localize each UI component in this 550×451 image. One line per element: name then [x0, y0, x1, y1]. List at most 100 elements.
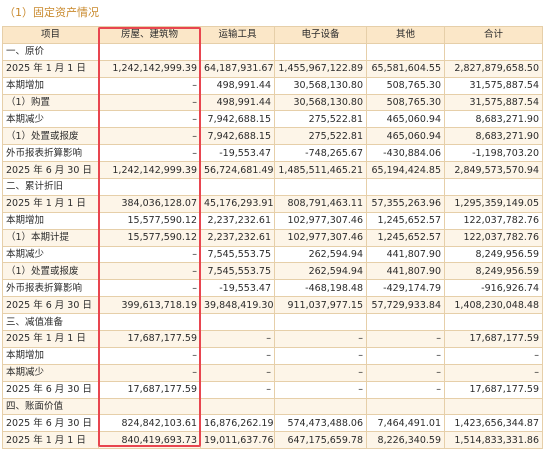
cell-value: 1,455,967,122.89: [274, 59, 367, 78]
cell-value: 57,729,933.84: [366, 296, 445, 315]
table-row: 2025 年 1 月 1 日 840,419,693.73 19,011,637.7…: [2, 431, 543, 450]
row-label: （1）处置或报废: [2, 127, 99, 146]
table-row: 外币报表折算影响 – -19,553.47 -748,265.67 -430,884.0…: [2, 144, 543, 163]
cell-value: 1,295,359,149.05: [444, 194, 543, 213]
cell-value: 8,249,956.59: [444, 245, 543, 264]
cell-value: 1,514,833,331.86: [444, 431, 543, 450]
cell-value: –: [98, 363, 201, 382]
row-label: 本期增加: [2, 76, 99, 95]
cell-value: 17,687,177.59: [98, 380, 201, 399]
cell-value: [274, 397, 367, 416]
cell-value: [200, 313, 275, 332]
table-row: （1）处置或报废 –7,545,553.75 262,594.94 441,807.9…: [2, 262, 543, 281]
cell-value: 102,977,307.46: [274, 211, 367, 230]
cell-value: -19,553.47: [200, 279, 275, 298]
row-label: 三、减值准备: [2, 313, 99, 332]
header-buildings: 房屋、建筑物: [98, 26, 201, 44]
cell-value: [444, 42, 543, 61]
cell-value: 574,473,488.06: [274, 414, 367, 433]
cell-value: 384,036,128.07: [98, 194, 201, 213]
cell-value: 508,765.30: [366, 93, 445, 112]
cell-value: 2,827,879,658.50: [444, 59, 543, 78]
cell-value: 30,568,130.80: [274, 76, 367, 95]
row-label: （1）处置或报废: [2, 262, 99, 281]
cell-value: [98, 178, 201, 196]
cell-value: -429,174.79: [366, 279, 445, 298]
cell-value: –: [274, 346, 367, 365]
cell-value: 7,545,553.75: [200, 245, 275, 264]
cell-value: –: [98, 127, 201, 146]
cell-value: [98, 397, 201, 416]
cell-value: 465,060.94: [366, 110, 445, 129]
cell-value: [444, 397, 543, 416]
cell-value: –: [200, 346, 275, 365]
cell-value: 15,577,590.12: [98, 211, 201, 230]
cell-value: -748,265.67: [274, 144, 367, 163]
cell-value: 31,575,887.54: [444, 93, 543, 112]
cell-value: 1,242,142,999.39: [98, 59, 201, 78]
cell-value: 8,249,956.59: [444, 262, 543, 281]
section-row: 一、原价: [2, 42, 543, 61]
row-label: 本期增加: [2, 346, 99, 365]
cell-value: –: [366, 380, 445, 399]
cell-value: 7,464,491.01: [366, 414, 445, 433]
section-row: 四、账面价值: [2, 397, 543, 416]
cell-value: [274, 178, 367, 196]
fixed-assets-table: 项目 房屋、建筑物 运输工具 电子设备 其他 合计 一、原价 2025 年 1 月…: [2, 26, 543, 450]
table-row: 本期增加 –498,991.44 30,568,130.80 508,765.30 31…: [2, 76, 543, 95]
cell-value: –: [444, 363, 543, 382]
cell-value: 1,408,230,048.48: [444, 296, 543, 315]
row-label: 2025 年 1 月 1 日: [2, 194, 99, 213]
cell-value: 465,060.94: [366, 127, 445, 146]
cell-value: [98, 42, 201, 61]
table-row: （1）购置 –498,991.44 30,568,130.80 508,765.30 3…: [2, 93, 543, 112]
cell-value: –: [98, 93, 201, 112]
cell-value: 498,991.44: [200, 93, 275, 112]
cell-value: 122,037,782.76: [444, 211, 543, 230]
table-body: 一、原价 2025 年 1 月 1 日 1,242,142,999.39 64,187…: [2, 42, 543, 450]
cell-value: –: [366, 363, 445, 382]
row-label: 本期减少: [2, 245, 99, 264]
cell-value: 7,942,688.15: [200, 127, 275, 146]
table-row: 本期增加 15,577,590.12 2,237,232.61 102,977,307…: [2, 211, 543, 230]
cell-value: 275,522.81: [274, 110, 367, 129]
cell-value: 15,577,590.12: [98, 228, 201, 247]
cell-value: 275,522.81: [274, 127, 367, 146]
row-label: 本期增加: [2, 211, 99, 230]
cell-value: 39,848,419.30: [200, 296, 275, 315]
cell-value: 2,237,232.61: [200, 211, 275, 230]
cell-value: 19,011,637.76: [200, 431, 275, 450]
section-row: 二、累计折旧: [2, 178, 543, 196]
row-label: 四、账面价值: [2, 397, 99, 416]
cell-value: –: [366, 330, 445, 348]
row-label: 2025 年 1 月 1 日: [2, 59, 99, 78]
cell-value: 262,594.94: [274, 245, 367, 264]
cell-value: 56,724,681.49: [200, 161, 275, 180]
cell-value: –: [98, 76, 201, 95]
row-label: 2025 年 1 月 1 日: [2, 431, 99, 450]
cell-value: –: [366, 346, 445, 365]
cell-value: 441,807.90: [366, 245, 445, 264]
table-row: 外币报表折算影响 – -19,553.47 -468,198.48 -429,174.7…: [2, 279, 543, 298]
cell-value: 17,687,177.59: [98, 330, 201, 348]
table-row: 2025 年 6 月 30 日 17,687,177.59– – –17,687,17…: [2, 380, 543, 399]
cell-value: 1,242,142,999.39: [98, 161, 201, 180]
cell-value: 808,791,463.11: [274, 194, 367, 213]
cell-value: –: [444, 346, 543, 365]
row-label: 外币报表折算影响: [2, 279, 99, 298]
table-row: 本期增加 – – – – –: [2, 346, 543, 365]
cell-value: -1,198,703.20: [444, 144, 543, 163]
table-row: 2025 年 6 月 30 日 399,613,718.19 39,848,419.…: [2, 296, 543, 315]
cell-value: 30,568,130.80: [274, 93, 367, 112]
cell-value: –: [98, 262, 201, 281]
cell-value: –: [98, 245, 201, 264]
header-total: 合计: [444, 26, 543, 44]
cell-value: 1,245,652.57: [366, 211, 445, 230]
cell-value: -468,198.48: [274, 279, 367, 298]
cell-value: 7,942,688.15: [200, 110, 275, 129]
table-row: 2025 年 1 月 1 日 1,242,142,999.39 64,187,931…: [2, 59, 543, 78]
cell-value: [98, 313, 201, 332]
cell-value: [200, 42, 275, 61]
table-row: 本期减少 – – – – –: [2, 363, 543, 382]
cell-value: 399,613,718.19: [98, 296, 201, 315]
